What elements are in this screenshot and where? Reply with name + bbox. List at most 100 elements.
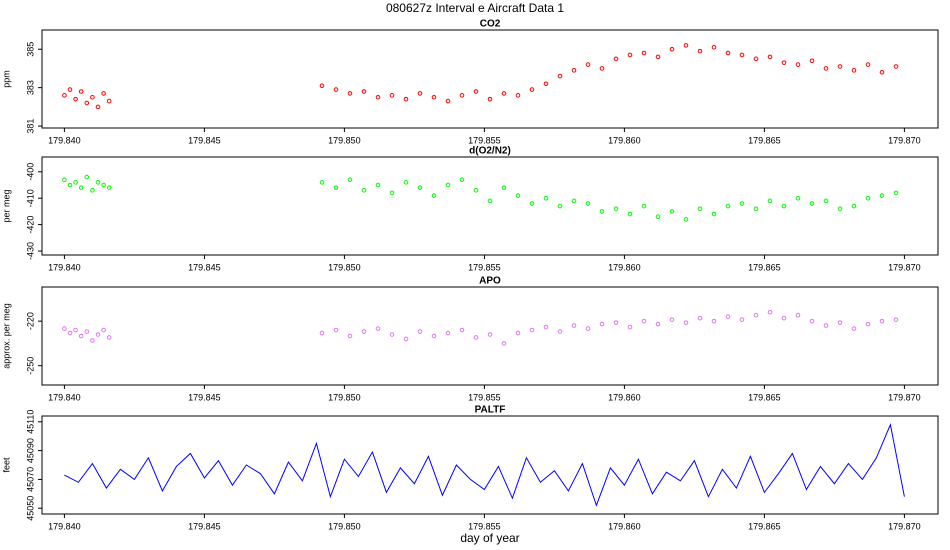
point <box>417 91 423 96</box>
point <box>613 206 619 212</box>
point <box>67 182 73 188</box>
x-tick-label: 179.865 <box>748 392 781 402</box>
x-tick-label: 179.850 <box>328 392 361 402</box>
point <box>697 206 703 212</box>
panel-title: APO <box>479 276 501 287</box>
point <box>767 309 773 315</box>
point <box>473 187 479 193</box>
point <box>823 66 829 71</box>
point <box>865 321 871 327</box>
point <box>95 180 101 185</box>
point <box>67 330 73 336</box>
point <box>73 96 78 102</box>
point <box>62 93 67 98</box>
point <box>683 217 689 222</box>
x-tick-label: 179.870 <box>888 135 921 145</box>
point <box>851 68 857 73</box>
x-tick-label: 179.865 <box>748 262 781 272</box>
point <box>106 185 112 190</box>
point <box>725 203 731 209</box>
point <box>389 190 395 196</box>
point <box>767 198 773 204</box>
point <box>459 177 465 183</box>
point <box>739 317 745 322</box>
point <box>67 87 73 92</box>
series-line <box>64 422 905 507</box>
y-tick-label: -410 <box>25 189 35 207</box>
panel-title: PALTF <box>475 405 506 416</box>
point <box>90 338 95 343</box>
point <box>347 177 353 183</box>
x-tick-label: 179.850 <box>328 262 361 272</box>
point <box>459 93 465 98</box>
point <box>809 58 815 64</box>
point <box>84 174 90 180</box>
panel-title: CO2 <box>480 19 501 30</box>
point <box>725 314 731 319</box>
point <box>84 100 90 106</box>
x-tick-label: 179.840 <box>48 521 81 531</box>
point <box>739 52 745 58</box>
x-tick-label: 179.855 <box>468 521 501 531</box>
point <box>893 64 899 69</box>
point <box>78 89 84 94</box>
x-tick-label: 179.855 <box>468 262 501 272</box>
point <box>501 91 507 96</box>
point <box>823 323 829 328</box>
x-tick-label: 179.855 <box>468 392 501 402</box>
x-tick-label: 179.850 <box>328 521 361 531</box>
point <box>711 44 717 50</box>
y-tick-label: 45070 <box>25 467 35 492</box>
point <box>725 50 731 56</box>
point <box>78 185 84 190</box>
point <box>487 96 493 102</box>
x-tick-label: 179.840 <box>48 392 81 402</box>
point <box>106 335 112 340</box>
point <box>879 193 885 198</box>
point <box>599 66 605 71</box>
point <box>543 195 549 201</box>
plot-frame <box>41 29 939 129</box>
point <box>361 89 367 94</box>
point <box>333 87 339 92</box>
point <box>697 315 703 321</box>
point <box>445 98 451 104</box>
point <box>445 182 451 188</box>
y-tick-label: -250 <box>25 357 35 375</box>
point <box>641 50 647 56</box>
point <box>627 324 633 330</box>
x-tick-label: 179.860 <box>608 521 641 531</box>
point <box>389 93 395 98</box>
point <box>795 62 801 67</box>
point <box>613 56 619 62</box>
point <box>431 94 437 100</box>
point <box>837 320 843 325</box>
x-tick-label: 179.870 <box>888 392 921 402</box>
point <box>571 198 577 204</box>
point <box>347 91 353 96</box>
point <box>375 94 381 100</box>
x-tick-label: 179.845 <box>188 262 221 272</box>
y-tick-label: 385 <box>25 42 35 57</box>
point <box>683 320 689 325</box>
x-tick-label: 179.870 <box>888 521 921 531</box>
point <box>669 46 675 52</box>
point <box>795 312 801 318</box>
point <box>515 93 521 98</box>
point <box>655 54 661 60</box>
point <box>655 321 661 327</box>
point <box>585 201 591 206</box>
point <box>73 327 78 333</box>
point <box>487 198 493 204</box>
point <box>529 201 535 206</box>
plot-frame <box>41 415 939 515</box>
point <box>90 94 95 100</box>
y-tick-label: -220 <box>25 312 35 330</box>
x-tick-label: 179.865 <box>748 135 781 145</box>
y-tick-label: 381 <box>25 119 35 134</box>
point <box>879 69 885 75</box>
point <box>417 185 423 190</box>
point <box>641 318 647 324</box>
point <box>627 52 633 58</box>
